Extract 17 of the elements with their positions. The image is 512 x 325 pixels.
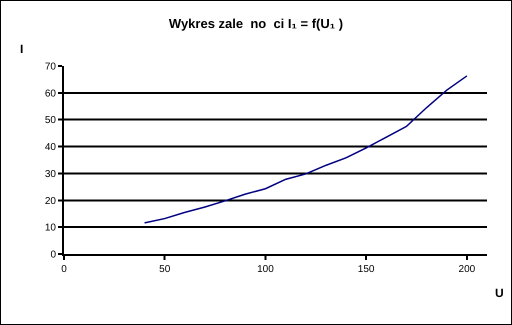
x-axis-title: U [495,286,504,300]
x-tick-label: 150 [358,264,375,275]
y-tick-label: 50 [44,115,56,126]
y-tick-label: 20 [44,196,56,207]
y-axis-title: I [20,42,24,56]
chart-title: Wykres zale no ci I₁ = f(U₁ ) [168,16,344,32]
x-tick-label: 200 [458,264,476,275]
x-tick-label: 50 [159,264,171,275]
y-tick-label: 0 [50,250,56,260]
line-series [144,75,468,224]
y-tick-label: 70 [44,62,56,72]
y-tick-label: 40 [44,142,56,154]
x-tick-label: 0 [61,264,68,275]
x-tick-label: 100 [257,264,274,275]
y-tick-label: 30 [44,168,56,180]
y-tick-label: 60 [44,88,56,100]
y-tick-label: 10 [44,222,56,234]
